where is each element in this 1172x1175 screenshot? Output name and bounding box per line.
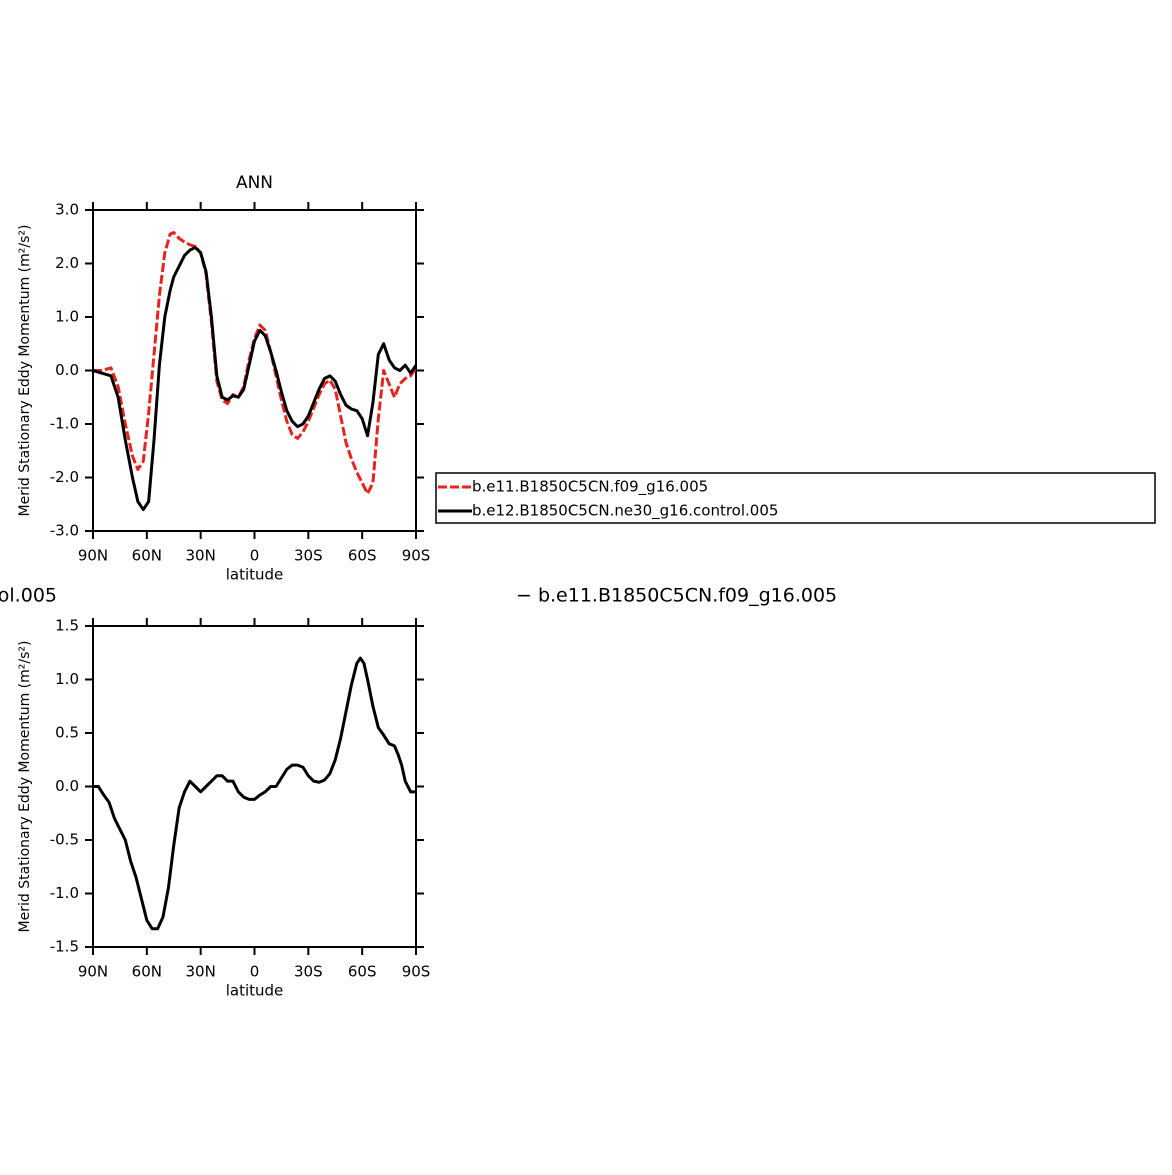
x-tick-label: 60S bbox=[348, 963, 377, 981]
chart-title-right: − b.e11.B1850C5CN.f09_g16.005 bbox=[516, 585, 837, 607]
y-tick-label: -0.5 bbox=[50, 831, 79, 849]
y-tick-label: 0.5 bbox=[55, 724, 79, 742]
x-tick-label: 60N bbox=[132, 547, 162, 565]
data-line bbox=[93, 230, 418, 496]
y-tick-label: 1.0 bbox=[55, 670, 79, 688]
legend: b.e11.B1850C5CN.f09_g16.005 b.e12.B1850C5… bbox=[435, 472, 1156, 524]
y-tick-label: 1.5 bbox=[55, 617, 79, 635]
chart-title: ANN bbox=[236, 173, 273, 193]
x-tick-label: 90N bbox=[78, 547, 108, 565]
y-axis-label: Merid Stationary Eddy Momentum (m²/s²) bbox=[17, 225, 33, 517]
y-tick-label: 3.0 bbox=[55, 201, 79, 219]
x-tick-label: 0 bbox=[250, 963, 260, 981]
x-tick-label: 0 bbox=[250, 547, 260, 565]
x-tick-label: 30N bbox=[186, 963, 216, 981]
y-tick-label: 2.0 bbox=[55, 254, 79, 272]
y-tick-label: 0.0 bbox=[55, 777, 79, 795]
y-tick-label: -1.5 bbox=[50, 938, 79, 956]
legend-label: b.e12.B1850C5CN.ne30_g16.control.005 bbox=[472, 502, 778, 521]
y-tick-label: 1.0 bbox=[55, 308, 79, 326]
y-tick-label: -2.0 bbox=[50, 468, 79, 486]
x-tick-label: 60N bbox=[132, 963, 162, 981]
x-axis-label: latitude bbox=[226, 566, 284, 584]
x-axis-label: latitude bbox=[226, 982, 284, 1000]
y-tick-label: -1.0 bbox=[50, 415, 79, 433]
chart-title-left: ol.005 bbox=[0, 585, 57, 607]
legend-box bbox=[435, 472, 1156, 524]
x-tick-label: 30S bbox=[294, 547, 323, 565]
x-tick-label: 60S bbox=[348, 547, 377, 565]
x-tick-label: 30S bbox=[294, 963, 323, 981]
y-tick-label: 0.0 bbox=[55, 361, 79, 379]
x-tick-label: 90N bbox=[78, 963, 108, 981]
y-axis-label: Merid Stationary Eddy Momentum (m²/s²) bbox=[17, 641, 33, 933]
x-tick-label: 90S bbox=[402, 547, 431, 565]
y-tick-label: -1.0 bbox=[50, 884, 79, 902]
data-line bbox=[93, 656, 416, 931]
x-tick-label: 90S bbox=[402, 963, 431, 981]
legend-label: b.e11.B1850C5CN.f09_g16.005 bbox=[472, 478, 708, 497]
data-line bbox=[92, 245, 418, 512]
x-tick-label: 30N bbox=[186, 547, 216, 565]
y-tick-label: -3.0 bbox=[50, 522, 79, 540]
